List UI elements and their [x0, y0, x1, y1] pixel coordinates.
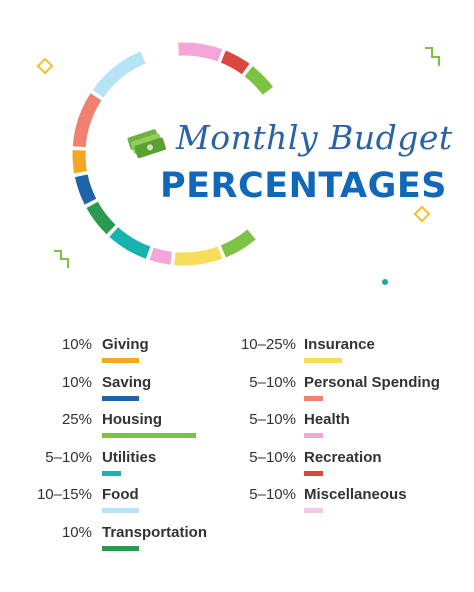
zigzag-icon: [425, 47, 440, 66]
budget-name: Utilities: [102, 449, 157, 466]
budget-percent: 10–15%: [36, 486, 92, 503]
budget-item-giving: 10% Giving: [0, 336, 237, 370]
budget-bar: [304, 508, 323, 513]
budget-name: Miscellaneous: [304, 486, 407, 503]
budget-percent: 10–25%: [240, 336, 296, 353]
ring-segment: [244, 66, 274, 95]
ring-segment: [220, 50, 250, 75]
budget-item-recreation: 5–10% Recreation: [237, 449, 474, 483]
budget-bar: [304, 358, 342, 363]
budget-percent: 25%: [61, 411, 92, 428]
budget-bar: [102, 358, 139, 363]
budget-name: Recreation: [304, 449, 382, 466]
ring-segment: [86, 201, 116, 235]
budget-percent: 5–10%: [249, 411, 296, 428]
ring-segment: [74, 174, 97, 205]
budget-name: Housing: [102, 411, 162, 428]
budget-item-transportation: 10% Transportation: [0, 524, 237, 558]
budget-item-insurance: 10–25% Insurance: [237, 336, 474, 370]
dot-icon: [382, 279, 388, 285]
hero-graphic: [36, 42, 440, 285]
budget-item-saving: 10% Saving: [0, 374, 237, 408]
budget-name: Personal Spending: [304, 374, 440, 391]
hero-section: Monthly Budget PERCENTAGES: [36, 42, 453, 285]
budget-item-utilities: 5–10% Utilities: [0, 449, 237, 483]
budget-percent: 5–10%: [45, 449, 92, 466]
budget-percent: 5–10%: [249, 374, 296, 391]
ring-segment: [174, 246, 223, 266]
budget-item-health: 5–10% Health: [237, 411, 474, 445]
title-script: Monthly Budget: [176, 118, 453, 157]
budget-item-food: 10–15% Food: [0, 486, 237, 520]
budget-percent: 5–10%: [249, 449, 296, 466]
budget-bar: [102, 471, 121, 476]
budget-ring: [72, 42, 274, 266]
budget-name: Food: [102, 486, 139, 503]
budget-bar: [304, 433, 323, 438]
ring-segment: [109, 227, 151, 259]
diamond-outline-icon: [413, 205, 431, 223]
budget-item-miscellaneous: 5–10% Miscellaneous: [237, 486, 474, 520]
ring-segment: [92, 51, 146, 98]
budget-name: Saving: [102, 374, 152, 391]
budget-bar: [102, 396, 139, 401]
budget-bar: [102, 546, 139, 551]
budget-bar: [102, 508, 139, 513]
ring-segment: [149, 247, 173, 265]
money-stack-icon: [127, 129, 166, 159]
title-main: PERCENTAGES: [160, 166, 447, 206]
budget-percent: 5–10%: [249, 486, 296, 503]
ring-segment: [178, 42, 223, 62]
zigzag-icon: [54, 250, 69, 268]
budget-name: Health: [304, 411, 350, 428]
budget-bar: [304, 471, 323, 476]
ring-segment: [72, 93, 102, 148]
budget-item-housing: 25% Housing: [0, 411, 237, 445]
ring-segment: [72, 150, 88, 174]
budget-bar: [304, 396, 323, 401]
budget-percent: 10%: [61, 524, 92, 541]
budget-item-personal-spending: 5–10% Personal Spending: [237, 374, 474, 408]
budget-name: Giving: [102, 336, 149, 353]
budget-bar: [102, 433, 196, 438]
ring-segment: [220, 229, 256, 258]
diamond-outline-icon: [36, 57, 54, 75]
budget-percent: 10%: [61, 374, 92, 391]
budget-name: Transportation: [102, 524, 208, 541]
budget-percent: 10%: [61, 336, 92, 353]
budget-name: Insurance: [304, 336, 375, 353]
